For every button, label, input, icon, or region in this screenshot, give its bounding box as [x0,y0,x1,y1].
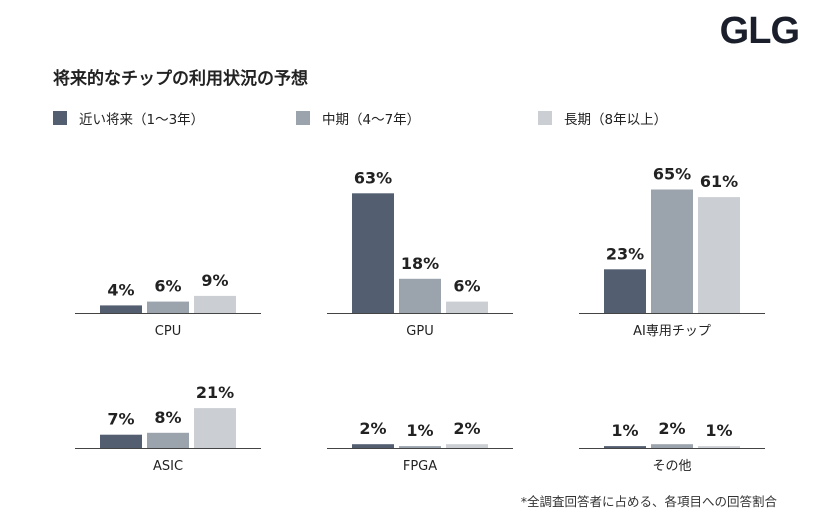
panel-asic: 7% 8% 21% ASIC [75,383,261,474]
bar-asic-series-1 [100,434,142,448]
panel-fpga: 2% 1% 2% FPGA [327,419,513,474]
legend-item-near-term: 近い将来（1～3年） [53,108,204,128]
category-label-other: その他 [652,459,691,474]
data-label-fpga-series-3: 2% [453,419,480,438]
legend-swatch-near-term [53,111,67,125]
category-label-ai-chip: AI専用チップ [633,324,711,339]
data-label-cpu-series-1: 4% [107,280,134,299]
data-label-ai-chip-series-2: 65% [653,165,691,184]
data-label-asic-series-1: 7% [107,410,134,429]
data-label-gpu-series-3: 6% [453,277,480,296]
legend-label-mid-term: 中期（4～7年） [322,112,421,128]
category-label-gpu: GPU [406,324,433,339]
bar-other-series-2 [651,444,693,448]
bar-cpu-series-3 [194,295,236,313]
bar-cpu-series-2 [147,301,189,313]
legend-item-mid-term: 中期（4～7年） [296,108,420,128]
data-label-ai-chip-series-1: 23% [606,244,644,263]
legend-swatch-mid-term [296,111,310,125]
legend: 近い将来（1～3年） 中期（4～7年） 長期（8年以上） [0,108,817,130]
bar-gpu-series-3 [446,301,488,313]
data-label-other-series-3: 1% [705,421,732,440]
data-label-asic-series-3: 21% [196,383,234,402]
data-label-other-series-1: 1% [611,421,638,440]
bar-asic-series-2 [147,432,189,448]
data-label-cpu-series-2: 6% [154,277,181,296]
bar-fpga-series-2 [399,446,441,448]
legend-swatch-long-term [538,111,552,125]
bar-ai-chip-series-2 [651,189,693,313]
bar-asic-series-3 [194,408,236,448]
bar-gpu-series-1 [352,193,394,313]
panel-gpu: 63% 18% 6% GPU [327,168,513,339]
bar-other-series-3 [698,446,740,448]
footnote: *全調査回答者に占める、各項目への回答割合 [520,494,777,509]
legend-label-long-term: 長期（8年以上） [564,112,668,128]
legend-label-near-term: 近い将来（1～3年） [79,112,205,128]
data-label-gpu-series-2: 18% [401,254,439,273]
bar-ai-chip-series-3 [698,197,740,313]
chart-title: 将来的なチップの利用状況の予想 [53,69,308,89]
data-label-fpga-series-2: 1% [406,421,433,440]
data-label-asic-series-2: 8% [154,408,181,427]
panel-other: 1% 2% 1% その他 [579,419,765,474]
bar-fpga-series-1 [352,444,394,448]
glg-logo: GLG [719,10,800,52]
data-label-cpu-series-3: 9% [201,271,228,290]
bar-ai-chip-series-1 [604,269,646,313]
data-label-gpu-series-1: 63% [354,168,392,187]
bar-fpga-series-3 [446,444,488,448]
data-label-other-series-2: 2% [658,419,685,438]
category-label-fpga: FPGA [403,459,437,474]
legend-item-long-term: 長期（8年以上） [538,108,667,128]
category-label-asic: ASIC [153,459,183,474]
data-label-ai-chip-series-3: 61% [700,172,738,191]
panel-ai-chip: 23% 65% 61% AI専用チップ [579,165,765,339]
bar-gpu-series-2 [399,278,441,313]
category-label-cpu: CPU [155,324,181,339]
bar-cpu-series-1 [100,305,142,313]
bar-other-series-1 [604,446,646,448]
data-label-fpga-series-1: 2% [359,419,386,438]
panel-cpu: 4% 6% 9% CPU [75,271,261,339]
